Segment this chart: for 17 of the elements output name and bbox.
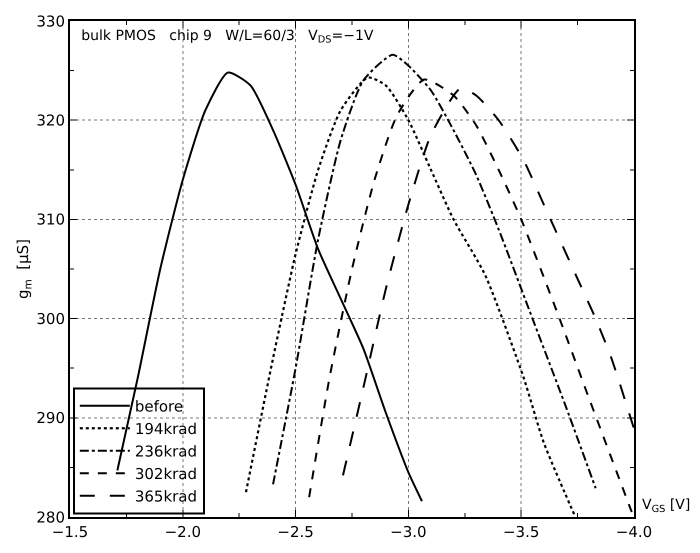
y-tick-label: 300: [36, 310, 65, 328]
x-tick-label: −3.5: [502, 523, 540, 541]
y-tick-label: 310: [36, 210, 65, 229]
y-tick-label: 320: [36, 111, 65, 130]
x-tick-label: −4.0: [616, 523, 652, 541]
legend-label: before: [134, 398, 184, 416]
x-tick-label: −3.0: [390, 523, 427, 541]
legend-label: 302krad: [134, 465, 198, 484]
legend-label: 365krad: [134, 488, 198, 506]
y-tick-label: 290: [36, 409, 65, 428]
legend-label: 194krad: [134, 420, 198, 438]
y-tick-label: 330: [36, 12, 65, 30]
legend-label: 236krad: [134, 442, 198, 461]
x-tick-label: −2.5: [277, 523, 314, 541]
text: bulk PMOS chip 9 W/L=60/3 V$_{DS}$=−1V: [81, 28, 374, 46]
x-tick-label: −2.0: [164, 523, 202, 541]
x-axis-title: V$_{GS}$ [V]: [642, 497, 690, 515]
